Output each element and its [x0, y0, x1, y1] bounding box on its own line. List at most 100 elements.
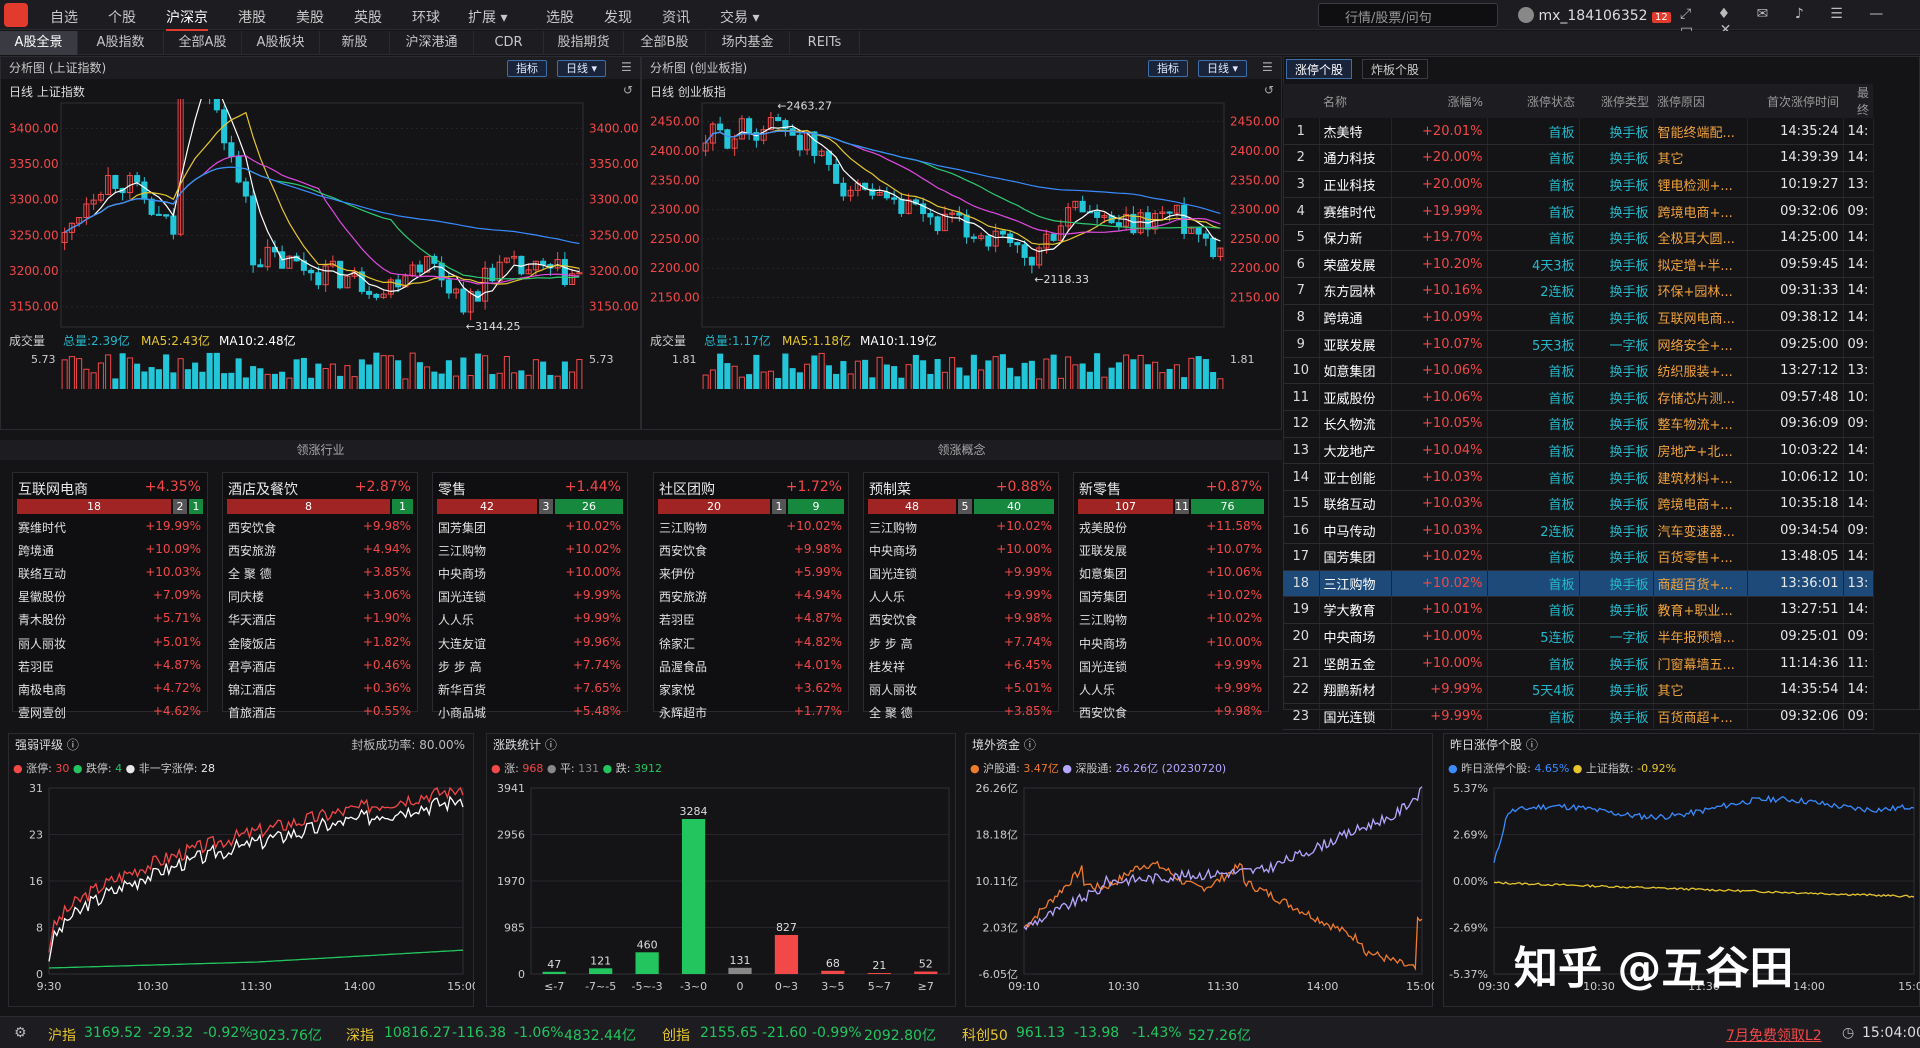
stock-row[interactable]: 来伊份 +5.99% — [659, 565, 842, 588]
subtab-item[interactable]: A股板块 — [242, 31, 320, 55]
nav-item[interactable]: 沪深京 — [166, 7, 208, 31]
stock-row[interactable]: 亚联发展 +10.07% — [1079, 542, 1262, 565]
settings-icon[interactable]: ⚙ — [14, 1025, 27, 1041]
stock-row[interactable]: 中央商场 +10.00% — [1079, 635, 1262, 658]
col-header[interactable]: 最终 — [1843, 84, 1873, 118]
sector-card[interactable]: 社区团购 +1.72% 20 1 9 三江购物 +10.02% 西安饮食 +9.98% 来伊份 +5… — [653, 472, 849, 720]
chinext-candlestick-chart[interactable]: 2450.00 2450.00 2400.00 2400.00 2350.00 2350.… — [642, 99, 1283, 389]
table-row[interactable]: 22 翔鹏新材 +9.99% 5天4板 换手板 其它 14:35:54 14: — [1283, 676, 1874, 704]
stock-row[interactable]: 青木股份 +5.71% — [18, 611, 201, 634]
subtab-item[interactable]: A股全景 — [0, 31, 78, 55]
stock-row[interactable]: 西安旅游 +4.94% — [228, 542, 411, 565]
nav-item[interactable]: 交易 ▾ — [720, 10, 760, 26]
stock-row[interactable]: 人人乐 +9.99% — [1079, 681, 1262, 704]
menu-icon[interactable]: ☰ — [1262, 60, 1273, 74]
stock-row[interactable]: 三江购物 +10.02% — [438, 542, 621, 565]
stock-row[interactable]: 西安饮食 +9.98% — [228, 519, 411, 542]
stock-row[interactable]: 华天酒店 +1.90% — [228, 611, 411, 634]
col-header[interactable]: 名称 — [1319, 84, 1391, 118]
stock-row[interactable]: 西安饮食 +9.98% — [1079, 704, 1262, 727]
info-icon[interactable]: ⓘ — [544, 738, 557, 752]
subtab-item[interactable]: 全部B股 — [624, 31, 706, 55]
table-row[interactable]: 5 保力新 +19.70% 首板 换手板 全极耳大圆... 14:25:00 14: — [1283, 224, 1874, 252]
stock-row[interactable]: 国光连锁 +9.99% — [438, 588, 621, 611]
subtab-item[interactable]: 全部A股 — [164, 31, 242, 55]
nav-item[interactable]: 选股 — [546, 10, 574, 26]
stock-row[interactable]: 品渥食品 +4.01% — [659, 658, 842, 681]
stock-row[interactable]: 全 聚 德 +3.85% — [869, 704, 1052, 727]
sector-card[interactable]: 互联网电商 +4.35% 18 2 1 赛维时代 +19.99% 跨境通 +10.09% 联络互动… — [12, 472, 208, 720]
tab-limit-up[interactable]: 涨停个股 — [1286, 59, 1353, 79]
nav-item[interactable]: 港股 — [238, 10, 266, 26]
table-row[interactable]: 21 坚朗五金 +10.00% 首板 换手板 门窗幕墙五... 11:14:36 11: — [1283, 649, 1874, 677]
col-header[interactable]: 涨停状态 — [1487, 84, 1579, 118]
table-row[interactable]: 12 长久物流 +10.05% 首板 换手板 整车物流+... 09:36:09 09: — [1283, 410, 1874, 438]
updown-bar-chart[interactable]: 3941 2956 1970 985 0 47 ≤-7 121 -7~-5 460 -5~-3 328… — [487, 778, 957, 1006]
table-row[interactable]: 7 东方园林 +10.16% 2连板 换手板 环保+园林... 09:31:33 14: — [1283, 277, 1874, 305]
sector-card[interactable]: 新零售 +0.87% 107 11 76 戎美股份 +11.58% 亚联发展 +10.07% 如意… — [1073, 472, 1269, 720]
sector-card[interactable]: 零售 +1.44% 42 3 26 国芳集团 +10.02% 三江购物 +10.02% 中央商场 +… — [432, 472, 628, 720]
stock-row[interactable]: 人人乐 +9.99% — [869, 588, 1052, 611]
stock-row[interactable]: 壹网壹创 +4.62% — [18, 704, 201, 727]
stock-row[interactable]: 大连友谊 +9.96% — [438, 635, 621, 658]
stock-row[interactable]: 西安饮食 +9.98% — [869, 611, 1052, 634]
stock-row[interactable]: 如意集团 +10.06% — [1079, 565, 1262, 588]
stock-row[interactable]: 戎美股份 +11.58% — [1079, 519, 1262, 542]
table-row[interactable]: 6 荣盛发展 +10.20% 4天3板 换手板 拟定增+半... 09:59:45 14: — [1283, 250, 1874, 279]
sz-index-name[interactable]: 深指 — [346, 1028, 374, 1044]
stock-row[interactable]: 桂发祥 +6.45% — [869, 658, 1052, 681]
subtab-item[interactable]: 新股 — [320, 31, 390, 55]
search-input[interactable]: 行情/股票/问句 — [1318, 3, 1498, 27]
stock-row[interactable]: 三江购物 +10.02% — [1079, 611, 1262, 634]
col-header[interactable]: 涨停原因 — [1653, 84, 1747, 118]
refresh-icon[interactable]: ↺ — [623, 83, 634, 97]
stock-row[interactable]: 小商品城 +5.48% — [438, 704, 621, 727]
table-row[interactable]: 17 国芳集团 +10.02% 首板 换手板 百货零售+... 13:48:05 14: — [1283, 543, 1874, 571]
col-header[interactable]: 涨幅% — [1391, 84, 1487, 118]
stock-row[interactable]: 中央商场 +10.00% — [438, 565, 621, 588]
indicator-button[interactable]: 指标 — [1148, 60, 1188, 77]
nav-item[interactable]: 个股 — [108, 10, 136, 26]
stock-row[interactable]: 首旅酒店 +0.55% — [228, 704, 411, 727]
stock-row[interactable]: 赛维时代 +19.99% — [18, 519, 201, 542]
stock-row[interactable]: 徐家汇 +4.82% — [659, 635, 842, 658]
sector-card[interactable]: 预制菜 +0.88% 48 5 40 三江购物 +10.02% 中央商场 +10.00% 国光连锁… — [863, 472, 1059, 720]
stock-row[interactable]: 若羽臣 +4.87% — [18, 658, 201, 681]
nav-item[interactable]: 发现 — [604, 10, 632, 26]
period-dropdown[interactable]: 日线 ▾ — [1198, 60, 1248, 77]
stock-row[interactable]: 步 步 高 +7.74% — [869, 635, 1052, 658]
table-row[interactable]: 10 如意集团 +10.06% 首板 换手板 纺织服装+... 13:27:12 13: — [1283, 357, 1874, 385]
stock-row[interactable]: 国芳集团 +10.02% — [1079, 588, 1262, 611]
indicator-button[interactable]: 指标 — [507, 60, 547, 77]
info-icon[interactable]: ⓘ — [1023, 738, 1036, 752]
stock-row[interactable]: 金陵饭店 +1.82% — [228, 635, 411, 658]
subtab-item[interactable]: CDR — [474, 31, 544, 55]
stock-row[interactable]: 若羽臣 +4.87% — [659, 611, 842, 634]
table-row[interactable]: 11 亚威股份 +10.06% 首板 换手板 存储芯片测... 09:57:48 10: — [1283, 383, 1874, 412]
stock-row[interactable]: 西安饮食 +9.98% — [659, 542, 842, 565]
table-row[interactable]: 8 跨境通 +10.09% 首板 换手板 互联网电商... 09:38:12 14: — [1283, 304, 1874, 332]
info-icon[interactable]: ⓘ — [66, 738, 79, 752]
table-row[interactable]: 19 学大教育 +10.01% 首板 换手板 教育+职业... 13:27:51 14: — [1283, 596, 1874, 624]
nav-item[interactable]: 美股 — [296, 10, 324, 26]
subtab-item[interactable]: REITs — [790, 31, 860, 55]
stock-row[interactable]: 家家悦 +3.62% — [659, 681, 842, 704]
stock-row[interactable]: 三江购物 +10.02% — [869, 519, 1052, 542]
shanghai-candlestick-chart[interactable]: 3400.00 3400.00 3350.00 3350.00 3300.00 3300.… — [1, 99, 642, 389]
stock-row[interactable]: 君亭酒店 +0.46% — [228, 658, 411, 681]
stock-row[interactable]: 南极电商 +4.72% — [18, 681, 201, 704]
stock-row[interactable]: 永辉超市 +1.77% — [659, 704, 842, 727]
stock-row[interactable]: 联络互动 +10.03% — [18, 565, 201, 588]
stock-row[interactable]: 丽人丽妆 +5.01% — [18, 635, 201, 658]
table-row[interactable]: 13 大龙地产 +10.04% 首板 换手板 房地产+北... 10:03:22 14: — [1283, 437, 1874, 465]
table-row[interactable]: 23 国光连锁 +9.99% 首板 换手板 百货商超+... 09:32:06 09: — [1283, 703, 1874, 731]
table-row[interactable]: 15 联络互动 +10.03% 首板 换手板 跨境电商+... 10:35:18 14: — [1283, 490, 1874, 518]
table-row[interactable]: 18 三江购物 +10.02% 首板 换手板 商超百货+... 13:36:01 13: — [1283, 570, 1874, 598]
table-row[interactable]: 9 亚联发展 +10.07% 5天3板 一字板 网络安全+... 09:25:00 09: — [1283, 330, 1874, 358]
sector-card[interactable]: 酒店及餐饮 +2.87% 8 1 西安饮食 +9.98% 西安旅游 +4.94% 全 聚 德 +3… — [222, 472, 418, 720]
stock-row[interactable]: 新华百货 +7.65% — [438, 681, 621, 704]
strength-line-chart[interactable]: 31 23 16 8 09:30 10:30 11:30 14:00 15:00 — [9, 778, 475, 1006]
stock-row[interactable]: 丽人丽妆 +5.01% — [869, 681, 1052, 704]
stock-row[interactable]: 同庆楼 +3.06% — [228, 588, 411, 611]
